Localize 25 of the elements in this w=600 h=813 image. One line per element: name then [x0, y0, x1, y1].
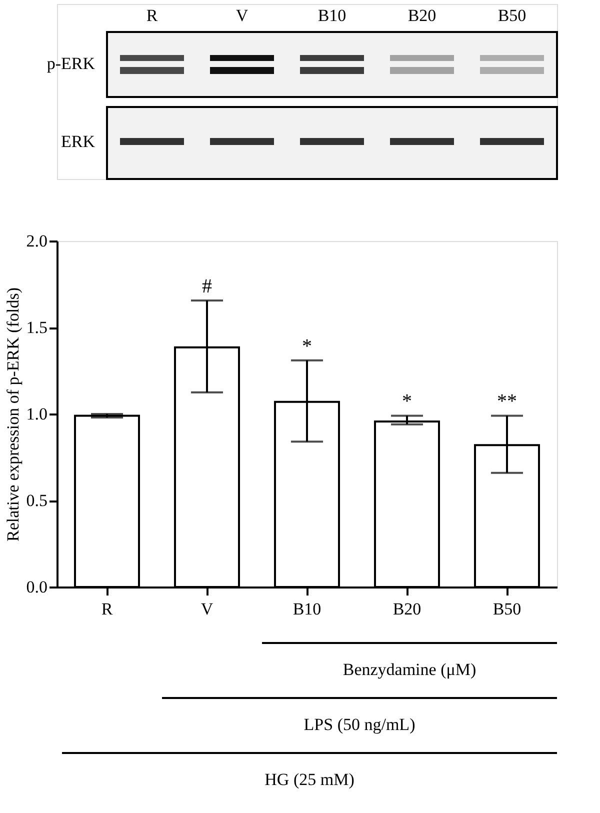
annotation: **: [497, 390, 517, 413]
x-tick-label: R: [101, 600, 114, 618]
y-tick-label: 2.0: [26, 232, 48, 250]
x-tick-label: V: [200, 600, 214, 618]
y-tick-label: 0.0: [26, 578, 48, 596]
category-label: B50: [498, 6, 526, 25]
x-tick-label: B50: [492, 600, 522, 618]
category-label: R: [146, 6, 158, 25]
y-tick-label: 1.0: [26, 404, 48, 424]
text: HG (25 mM): [264, 770, 354, 789]
annotation: *: [302, 335, 312, 358]
x-tick-label: B10: [292, 600, 322, 618]
category-label: B20: [408, 6, 436, 25]
y-tick-label: 1.5: [26, 318, 48, 337]
y-tick-label: 0.5: [26, 491, 48, 510]
annotation: *: [402, 390, 412, 413]
text: p-ERK: [46, 54, 96, 73]
x-tick-label: B20: [392, 600, 422, 618]
text: Benzydamine (μM): [342, 660, 476, 679]
category-label: V: [236, 6, 248, 25]
category-label: B10: [318, 6, 346, 25]
text: LPS (50 ng/mL): [304, 715, 416, 734]
text: ERK: [61, 132, 96, 151]
annotation: #: [202, 276, 212, 298]
y-axis-title: Relative expression of p-ERK (folds): [3, 288, 22, 542]
